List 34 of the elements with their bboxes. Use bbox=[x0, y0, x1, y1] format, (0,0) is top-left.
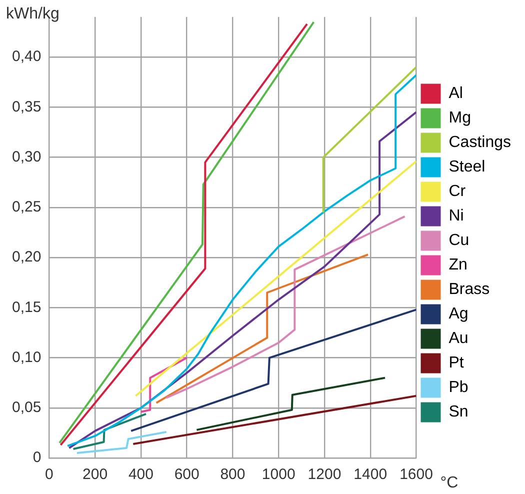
x-tick-label: 1600 bbox=[400, 466, 433, 484]
legend-label: Pt bbox=[448, 354, 464, 372]
legend-label: Mg bbox=[448, 110, 471, 127]
x-tick-label: 1000 bbox=[262, 466, 296, 484]
x-tick-label: 600 bbox=[174, 466, 200, 484]
legend-label: Steel bbox=[448, 158, 486, 176]
x-tick-label: 400 bbox=[128, 466, 154, 484]
y-axis-title: kWh/kg bbox=[6, 5, 60, 22]
legend-label: Sn bbox=[448, 404, 468, 421]
x-axis-title: °C bbox=[440, 474, 458, 492]
legend-label: Cu bbox=[448, 232, 470, 250]
legend-label: Cr bbox=[448, 183, 466, 200]
y-tick-label: 0,25 bbox=[12, 198, 42, 216]
y-tick-label: 0 bbox=[32, 449, 42, 466]
legend-label: Castings bbox=[448, 134, 511, 152]
legend-label: Au bbox=[448, 330, 468, 348]
y-tick-label: 0,10 bbox=[12, 348, 42, 366]
legend-label: Ni bbox=[448, 208, 464, 225]
legend-label: Pb bbox=[448, 379, 468, 396]
x-tick-label: 1200 bbox=[308, 466, 342, 484]
x-tick-label: 0 bbox=[45, 466, 54, 484]
x-tick-label: 800 bbox=[220, 466, 246, 484]
y-tick-label: 0,40 bbox=[12, 48, 42, 66]
y-tick-label: 0,35 bbox=[12, 98, 42, 116]
legend-label: Brass bbox=[448, 281, 490, 298]
y-tick-label: 0,30 bbox=[12, 148, 42, 166]
legend-label: Al bbox=[448, 85, 463, 102]
y-tick-label: 0,20 bbox=[12, 248, 42, 266]
y-tick-label: 0,05 bbox=[12, 399, 42, 416]
legend-label: Zn bbox=[448, 256, 468, 274]
y-tick-label: 0,15 bbox=[12, 298, 42, 316]
legend-label: Ag bbox=[448, 306, 468, 323]
x-tick-label: 1400 bbox=[354, 466, 388, 484]
x-tick-label: 200 bbox=[82, 466, 108, 484]
